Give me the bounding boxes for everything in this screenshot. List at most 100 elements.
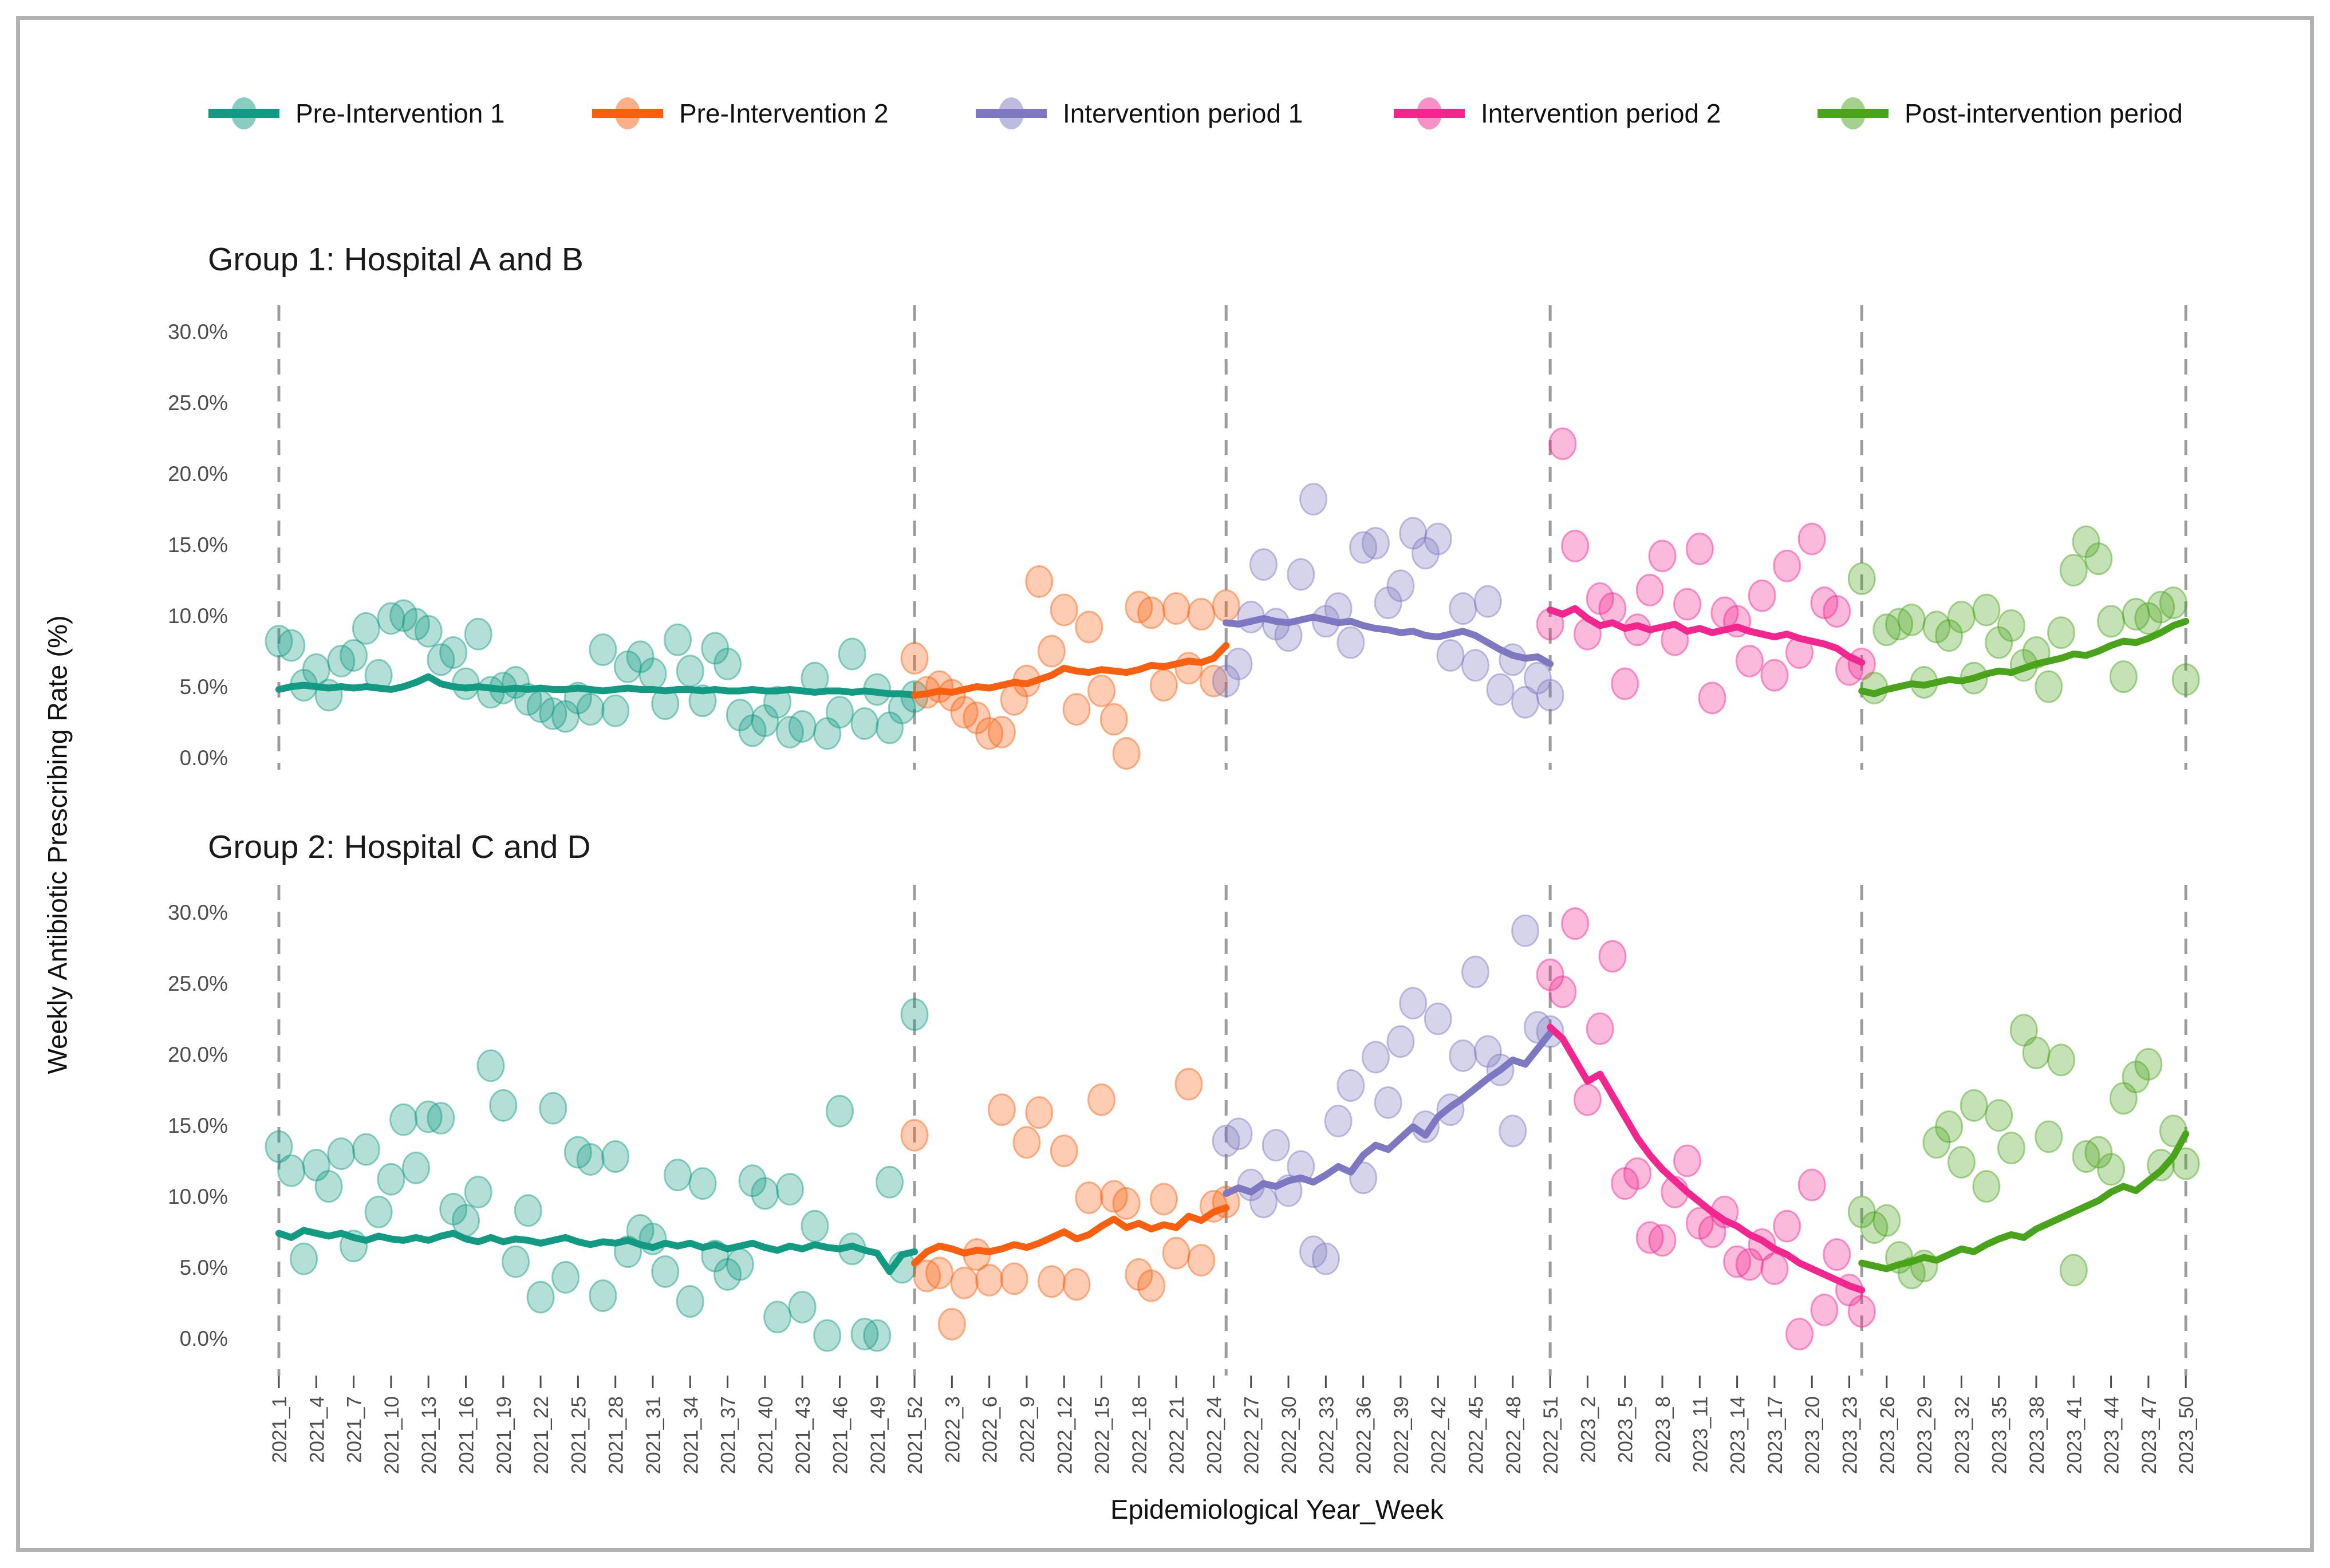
scatter-point [352,1133,380,1166]
scatter-point [1162,592,1190,625]
scatter-point [1573,1083,1602,1116]
scatter-point [1673,588,1702,621]
scatter-point [1037,1265,1066,1298]
scatter-point [1187,1244,1216,1277]
scatter-point [1586,1012,1614,1045]
scatter-point [1997,1132,2025,1165]
y-tick-label: 25.0% [168,972,228,995]
scatter-point [738,1164,767,1197]
scatter-point [2134,602,2163,635]
scatter-point [1972,593,2001,627]
scatter-point [2035,1120,2063,1153]
x-tick-label: 2021_34 [680,1396,702,1474]
scatter-point [876,711,904,744]
scatter-point [913,1259,941,1293]
legend-label: Intervention period 2 [1481,99,1721,128]
x-tick-label: 2022_15 [1091,1396,1114,1474]
scatter-point [352,612,380,645]
scatter-point [713,1258,742,1291]
scatter-point [1922,1126,1951,1159]
scatter-point [1025,565,1054,598]
scatter-point [1797,1168,1826,1201]
x-tick-label: 2023_32 [1951,1396,1973,1474]
trend-line [1223,1029,1554,1197]
scatter-point [551,700,580,733]
y-tick-label: 15.0% [168,533,228,557]
scatter-point [1436,639,1465,672]
scatter-point [1997,609,2025,642]
scatter-point [2009,1014,2038,1047]
scatter-point [2047,616,2076,649]
legend-label: Pre-Intervention 1 [295,99,505,128]
scatter-point [900,998,929,1031]
scatter-point [1449,1039,1477,1072]
scatter-point [1187,598,1216,631]
legend-dot [231,97,257,129]
x-tick-label: 2022_39 [1390,1396,1413,1474]
scatter-point [2171,663,2200,696]
scatter-point [825,1094,854,1128]
scatter-point [2035,670,2063,703]
scatter-point [1099,703,1128,736]
x-tick-label: 2021_4 [306,1396,328,1463]
scatter-point [1075,1181,1103,1214]
scatter-point [2072,1140,2100,1173]
scatter-point [1985,626,2013,659]
scatter-point [1985,1099,2013,1132]
scatter-point [1012,1126,1041,1159]
scatter-point [726,1248,754,1281]
scatter-point [1212,1124,1240,1157]
x-tick-label: 2021_16 [455,1396,478,1474]
scatter-point [277,1154,306,1187]
scatter-point [1399,517,1428,550]
scatter-point [1386,1025,1415,1058]
x-tick-label: 2023_14 [1727,1396,1749,1474]
scatter-point [1199,664,1228,698]
y-tick-label: 5.0% [180,1256,228,1279]
scatter-point [2059,1254,2088,1287]
scatter-point [688,1167,717,1200]
x-tick-label: 2022_45 [1465,1396,1488,1474]
scatter-point [589,633,617,667]
scatter-point [1162,1236,1190,1270]
scatter-point [1623,1157,1651,1190]
scatter-point [863,1319,892,1352]
scatter-point [701,632,730,665]
scatter-point [1224,1117,1253,1151]
y-tick-label: 20.0% [168,462,228,486]
scatter-point [763,685,792,719]
scatter-point [664,1159,692,1192]
scatter-point [377,1163,405,1196]
scatter-point [327,1137,356,1171]
x-tick-label: 2021_7 [344,1396,366,1463]
scatter-point [1635,573,1664,606]
legend-dot [999,97,1024,129]
x-tick-label: 2023_44 [2101,1396,2123,1474]
x-tick-label: 2021_49 [867,1396,889,1474]
scatter-point [1337,1069,1365,1102]
scatter-point [2134,1047,2163,1081]
scatter-point [576,693,605,726]
scatter-point [1748,579,1776,612]
scatter-point [2084,1136,2113,1169]
scatter-point [1823,595,1851,628]
scatter-point [427,1102,455,1135]
x-tick-label: 2023_8 [1652,1396,1674,1463]
scatter-point [1785,1318,1813,1351]
scatter-point [1548,427,1577,460]
legend-marker-icon [1818,97,1889,129]
x-axis-title: Epidemiological Year_Week [1110,1494,1444,1524]
scatter-point [1174,652,1203,685]
scatter-point [1311,1242,1340,1275]
scatter-point [414,614,443,648]
scatter-point [539,1092,567,1125]
scatter-point [751,1177,779,1210]
scatter-point [825,696,854,729]
y-tick-label: 25.0% [168,391,228,415]
scatter-point [1473,585,1502,618]
legend-dot [1417,97,1442,129]
scatter-point [1212,589,1240,623]
scatter-point [1648,539,1677,573]
scatter-point [601,694,630,727]
legend-marker-icon [976,97,1047,129]
